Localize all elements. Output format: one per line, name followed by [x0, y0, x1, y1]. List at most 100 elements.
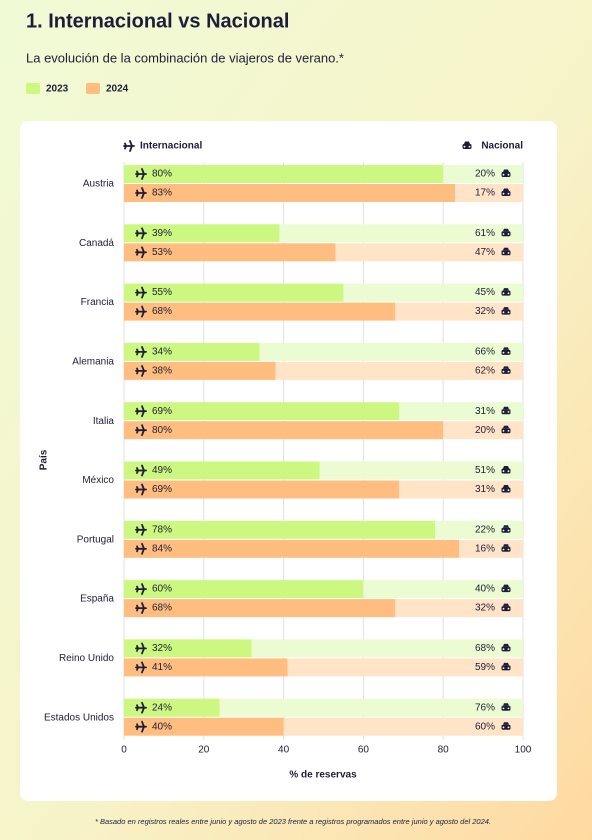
international-bar: [124, 342, 260, 361]
footnote: * Basado en registros reales entre junio…: [95, 817, 491, 826]
national-bar: [259, 342, 523, 361]
national-value-label: 31%: [475, 406, 495, 417]
national-value-label: 61%: [475, 228, 495, 239]
international-bar: [124, 580, 364, 599]
legend-label: 2023: [46, 84, 69, 95]
y-tick-label: Alemania: [72, 357, 114, 368]
national-value-label: 76%: [475, 702, 495, 713]
national-value-label: 20%: [475, 169, 495, 180]
national-bar: [251, 639, 523, 658]
national-value-label: 22%: [475, 524, 495, 535]
y-tick-label: Italia: [93, 416, 115, 427]
y-tick-label: Portugal: [77, 534, 114, 545]
national-value-label: 40%: [475, 584, 495, 595]
national-bar: [399, 402, 523, 421]
value-label: 49%: [152, 465, 172, 476]
international-bar: [124, 165, 444, 183]
x-tick-label: 100: [515, 745, 532, 756]
national-value-label: 32%: [475, 306, 495, 317]
international-bar: [124, 717, 284, 736]
y-tick-label: México: [82, 475, 114, 486]
national-bar: [319, 461, 523, 480]
legend-swatch: [86, 83, 100, 94]
value-label: 40%: [152, 721, 172, 732]
value-label: 69%: [152, 406, 172, 417]
y-axis-label: País: [39, 449, 50, 470]
chart-subtitle: La evolución de la combinación de viajer…: [26, 50, 344, 65]
national-value-label: 17%: [475, 188, 495, 199]
international-bar: [124, 361, 276, 380]
y-tick-label: España: [80, 594, 114, 605]
national-value-label: 31%: [475, 484, 495, 495]
international-bar: [124, 639, 252, 658]
value-label: 24%: [152, 702, 172, 713]
value-label: 55%: [152, 287, 172, 298]
y-tick-label: Canadá: [79, 238, 114, 249]
international-bar: [124, 599, 396, 618]
international-bar: [124, 243, 336, 262]
national-bar: [283, 717, 523, 736]
national-value-label: 47%: [475, 247, 495, 258]
national-bar: [219, 698, 523, 717]
value-label: 80%: [152, 425, 172, 436]
right-header: Nacional: [481, 141, 523, 152]
y-tick-label: Estados Unidos: [44, 712, 114, 723]
national-bar: [435, 520, 523, 539]
legend-swatch: [26, 83, 40, 94]
national-value-label: 59%: [475, 662, 495, 673]
international-bar: [124, 480, 400, 499]
national-value-label: 60%: [475, 721, 495, 732]
value-label: 32%: [152, 643, 172, 654]
value-label: 38%: [152, 366, 172, 377]
national-bar: [443, 165, 523, 183]
x-tick-label: 80: [438, 745, 450, 756]
x-tick-label: 40: [278, 745, 290, 756]
national-value-label: 45%: [475, 287, 495, 298]
international-bar: [124, 461, 320, 480]
x-tick-label: 60: [358, 745, 370, 756]
international-bar: [124, 520, 436, 539]
value-label: 68%: [152, 603, 172, 614]
x-tick-label: 0: [121, 745, 127, 756]
international-bar: [124, 283, 344, 302]
national-value-label: 62%: [475, 366, 495, 377]
national-value-label: 51%: [475, 465, 495, 476]
x-tick-label: 20: [198, 745, 210, 756]
national-bar: [279, 224, 523, 243]
value-label: 41%: [152, 662, 172, 673]
international-bar: [124, 184, 456, 202]
national-bar: [443, 421, 523, 440]
national-value-label: 32%: [475, 603, 495, 614]
value-label: 83%: [152, 188, 172, 199]
national-bar: [395, 599, 523, 618]
chart-title: 1. Internacional vs Nacional: [26, 10, 289, 32]
value-label: 53%: [152, 247, 172, 258]
legend-label: 2024: [106, 84, 129, 95]
y-tick-label: Francia: [81, 297, 115, 308]
value-label: 34%: [152, 347, 172, 358]
value-label: 39%: [152, 228, 172, 239]
national-bar: [343, 283, 523, 302]
value-label: 78%: [152, 524, 172, 535]
value-label: 68%: [152, 306, 172, 317]
value-label: 60%: [152, 584, 172, 595]
national-bar: [399, 480, 523, 499]
national-bar: [335, 243, 523, 262]
international-bar: [124, 224, 280, 243]
international-bar: [124, 402, 400, 421]
international-bar: [124, 421, 444, 440]
value-label: 80%: [152, 169, 172, 180]
international-bar: [124, 302, 396, 321]
y-tick-label: Austria: [83, 179, 115, 190]
national-value-label: 20%: [475, 425, 495, 436]
national-bar: [363, 580, 523, 599]
international-bar: [124, 698, 220, 717]
national-bar: [275, 361, 523, 380]
national-value-label: 66%: [475, 347, 495, 358]
international-bar: [124, 539, 460, 558]
national-value-label: 16%: [475, 543, 495, 554]
x-axis-label: % de reservas: [289, 770, 357, 781]
value-label: 84%: [152, 543, 172, 554]
national-value-label: 68%: [475, 643, 495, 654]
